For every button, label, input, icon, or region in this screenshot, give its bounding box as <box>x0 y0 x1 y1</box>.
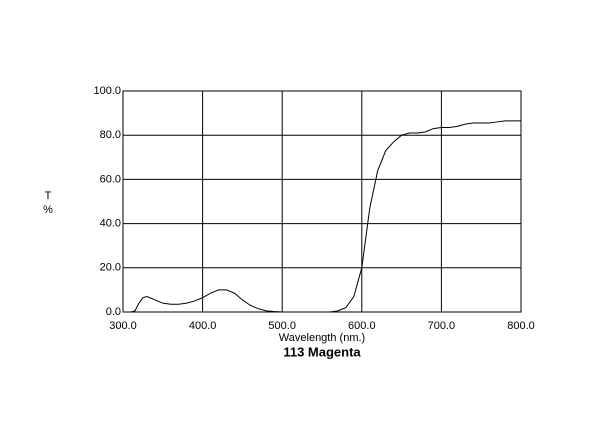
data-line <box>123 120 521 313</box>
y-tick-label: 0.0 <box>106 306 121 318</box>
y-axis-label: % <box>43 204 53 216</box>
y-tick-label: 60.0 <box>100 173 121 185</box>
x-tick-label: 500.0 <box>268 320 296 332</box>
x-tick-label: 800.0 <box>507 320 535 332</box>
chart-title: 113 Magenta <box>283 344 361 359</box>
x-tick-label: 700.0 <box>428 320 456 332</box>
y-axis-label: T <box>45 190 52 202</box>
y-tick-label: 100.0 <box>93 85 121 97</box>
y-tick-label: 40.0 <box>100 218 121 230</box>
x-tick-label: 600.0 <box>348 320 376 332</box>
plot-area <box>122 90 522 313</box>
y-tick-label: 20.0 <box>100 262 121 274</box>
x-tick-label: 400.0 <box>189 320 217 332</box>
x-axis-label: Wavelength (nm.) <box>279 332 365 344</box>
y-tick-label: 80.0 <box>100 129 121 141</box>
x-tick-label: 300.0 <box>109 320 137 332</box>
